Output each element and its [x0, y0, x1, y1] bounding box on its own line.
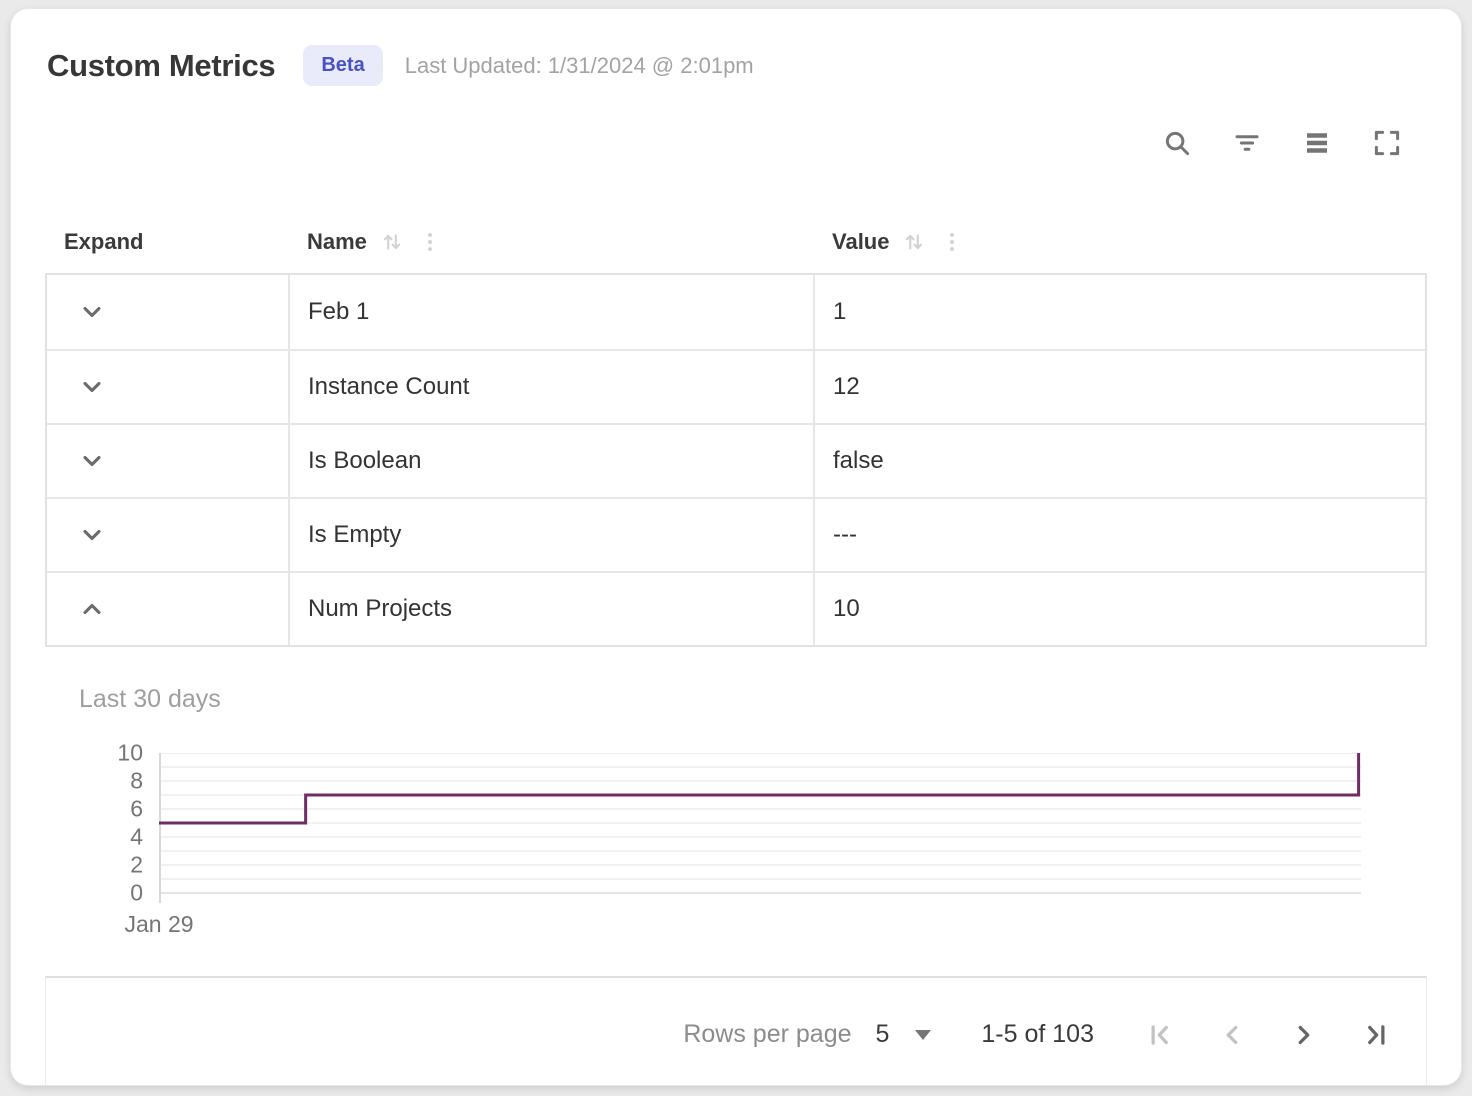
last-updated-text: Last Updated: 1/31/2024 @ 2:01pm: [404, 52, 754, 78]
expand-toggle-button[interactable]: [73, 442, 111, 480]
column-menu-icon[interactable]: [939, 229, 965, 255]
expand-toggle-button[interactable]: [73, 293, 111, 331]
row-value: 1: [813, 275, 1425, 349]
x-axis-label: Jan 29: [124, 911, 194, 937]
table-row[interactable]: Num Projects 10: [47, 571, 1425, 645]
row-name: Feb 1: [288, 275, 813, 349]
rows-per-page-select[interactable]: 5: [876, 1020, 932, 1049]
column-header-value[interactable]: Value: [813, 229, 1427, 255]
header: Custom Metrics Beta Last Updated: 1/31/2…: [47, 45, 754, 86]
search-button[interactable]: [1161, 127, 1193, 159]
chevron-down-icon: [83, 306, 101, 318]
prev-page-button[interactable]: [1216, 1019, 1248, 1051]
sort-icon[interactable]: [901, 229, 927, 255]
column-header-name-label: Name: [307, 229, 367, 254]
chevron-left-icon: [1226, 1025, 1238, 1044]
chevron-right-icon: [1298, 1025, 1310, 1044]
row-value: 10: [813, 573, 1425, 645]
density-button[interactable]: [1301, 127, 1333, 159]
row-name: Is Empty: [288, 499, 813, 571]
last-page-button[interactable]: [1360, 1019, 1392, 1051]
last-page-icon: [1368, 1024, 1385, 1045]
table-header-row: Expand Name Value: [45, 211, 1427, 273]
filter-button[interactable]: [1231, 127, 1263, 159]
page-title: Custom Metrics: [47, 47, 276, 83]
table-row[interactable]: Feb 1 1: [47, 275, 1425, 349]
chevron-down-icon: [83, 529, 101, 541]
sort-icon[interactable]: [379, 229, 405, 255]
dropdown-arrow-icon: [915, 1029, 932, 1040]
expand-toggle-button[interactable]: [73, 590, 111, 628]
line-chart: [159, 753, 1361, 905]
column-header-expand: Expand: [45, 229, 288, 255]
column-menu-icon[interactable]: [417, 229, 443, 255]
rows-per-page-value: 5: [875, 1020, 890, 1048]
grid-toolbar: [1161, 127, 1403, 159]
y-axis-label: 4: [130, 823, 143, 850]
y-axis-label: 0: [130, 879, 143, 906]
column-header-name[interactable]: Name: [288, 229, 813, 255]
filter-icon: [1235, 135, 1259, 151]
chevron-up-icon: [83, 603, 101, 615]
beta-badge: Beta: [303, 45, 383, 86]
next-page-button[interactable]: [1288, 1019, 1320, 1051]
column-header-value-label: Value: [832, 229, 890, 254]
fullscreen-icon: [1374, 130, 1400, 156]
y-axis-label: 2: [130, 851, 143, 878]
expand-toggle-button[interactable]: [73, 368, 111, 406]
rows-per-page-label: Rows per page: [683, 1020, 852, 1048]
pagination-bar: Rows per page 5 1-5 of 103: [45, 976, 1427, 1085]
table-row[interactable]: Is Boolean false: [47, 423, 1425, 497]
row-value: 12: [813, 351, 1425, 423]
pagination-nav: [1144, 1019, 1392, 1051]
y-axis-label: 10: [117, 739, 143, 766]
row-value: false: [813, 425, 1425, 497]
density-icon: [1307, 133, 1327, 153]
table-row[interactable]: Is Empty ---: [47, 497, 1425, 571]
chevron-down-icon: [83, 455, 101, 467]
y-axis: 0 2 4 6 8 10: [45, 740, 151, 906]
chevron-down-icon: [83, 381, 101, 393]
custom-metrics-card: Custom Metrics Beta Last Updated: 1/31/2…: [10, 8, 1462, 1086]
first-page-icon: [1151, 1024, 1168, 1045]
row-name: Num Projects: [288, 573, 813, 645]
step-line-chart-svg: [159, 753, 1361, 903]
table-body: Feb 1 1 Instance Count 12 Is Boolean fal…: [45, 273, 1427, 647]
page-range-label: 1-5 of 103: [981, 1020, 1094, 1048]
row-name: Instance Count: [288, 351, 813, 423]
row-value: ---: [813, 499, 1425, 571]
column-header-expand-label: Expand: [64, 229, 144, 254]
table-row[interactable]: Instance Count 12: [47, 349, 1425, 423]
row-name: Is Boolean: [288, 425, 813, 497]
y-axis-label: 8: [130, 767, 143, 794]
fullscreen-button[interactable]: [1371, 127, 1403, 159]
first-page-button[interactable]: [1144, 1019, 1176, 1051]
expand-toggle-button[interactable]: [73, 516, 111, 554]
search-icon: [1165, 131, 1190, 156]
detail-chart-title: Last 30 days: [79, 685, 221, 713]
y-axis-label: 6: [130, 795, 143, 822]
